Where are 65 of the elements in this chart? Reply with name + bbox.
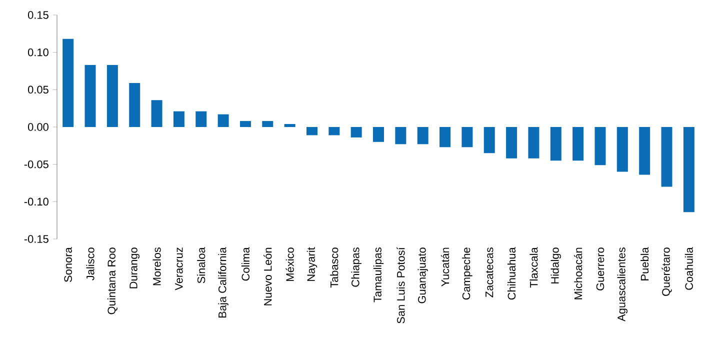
- x-tick-label: Sinaloa: [197, 247, 206, 284]
- x-tick-label: Quintana Roo: [107, 248, 118, 314]
- x-tick-label: Guanajuato: [418, 248, 428, 304]
- bar: [484, 126, 495, 154]
- bar: [328, 126, 340, 136]
- x-tick-label: Coahuila: [684, 247, 693, 290]
- bar: [462, 126, 473, 148]
- bar: [440, 126, 451, 148]
- bar: [284, 124, 296, 127]
- x-tick-label: Veracruz: [175, 248, 183, 290]
- x-tick-label: Puebla: [640, 247, 649, 280]
- x-tick-label: México: [286, 248, 294, 281]
- bar: [62, 38, 74, 127]
- bar: [594, 126, 606, 166]
- bar: [218, 114, 229, 127]
- bar: [306, 126, 318, 136]
- bar: [550, 126, 562, 161]
- bar: [84, 65, 96, 127]
- x-tick-label: Sonora: [64, 247, 72, 282]
- bar: [616, 126, 628, 172]
- x-tick-label: Michoacán: [574, 248, 582, 300]
- x-tick-label: Aguascalientes: [617, 248, 628, 322]
- x-tick-label: Durango: [130, 248, 140, 288]
- y-tick-label: -0.15: [24, 235, 48, 243]
- x-tick-label: Tlaxcala: [530, 247, 538, 288]
- bar: [129, 82, 140, 127]
- bar: [395, 126, 406, 144]
- bar: [196, 111, 207, 127]
- bar: [683, 126, 694, 212]
- y-tick-label: 0.05: [28, 86, 48, 94]
- x-tick-label: Campeche: [462, 248, 472, 300]
- x-tick-label: Jalisco: [86, 248, 94, 280]
- x-tick-label: Tabasco: [330, 248, 338, 288]
- bar: [506, 126, 518, 158]
- x-tick-label: Nayarit: [306, 247, 318, 281]
- bar: [639, 126, 650, 175]
- bar: [151, 100, 162, 127]
- x-tick-label: Zacatecas: [486, 248, 494, 298]
- x-tick-label: Morelos: [152, 248, 161, 286]
- x-tick-label: Tamaulipas: [373, 248, 384, 302]
- x-tick-label: Baja California: [218, 247, 228, 318]
- bar: [106, 65, 118, 127]
- x-tick-label: Colima: [241, 247, 250, 281]
- bar: [173, 111, 184, 127]
- x-tick-label: San Luis Potosí: [396, 247, 405, 324]
- bar: [350, 126, 362, 138]
- x-tick-label: Chiapas: [351, 248, 362, 287]
- bar: [373, 126, 384, 142]
- x-tick-label: Yucatán: [440, 248, 450, 286]
- bar: [528, 126, 540, 158]
- bar: [572, 126, 584, 161]
- bar: [240, 121, 251, 127]
- y-tick-label: 0.15: [28, 11, 48, 19]
- x-tick-label: Chihuahua: [508, 247, 516, 300]
- y-tick-label: -0.05: [24, 160, 48, 168]
- x-tick-label: Querétaro: [662, 248, 672, 296]
- y-tick-label: 0.10: [28, 48, 48, 56]
- x-tick-label: Nuevo León: [264, 248, 272, 306]
- x-tick-label: Hidalgo: [550, 248, 561, 284]
- bar: [417, 126, 428, 144]
- y-tick-label: -0.10: [24, 198, 48, 206]
- bar: [661, 126, 672, 187]
- bar: [262, 121, 274, 127]
- x-tick-label: Guerrero: [596, 248, 604, 290]
- y-tick-label: 0.00: [28, 123, 48, 131]
